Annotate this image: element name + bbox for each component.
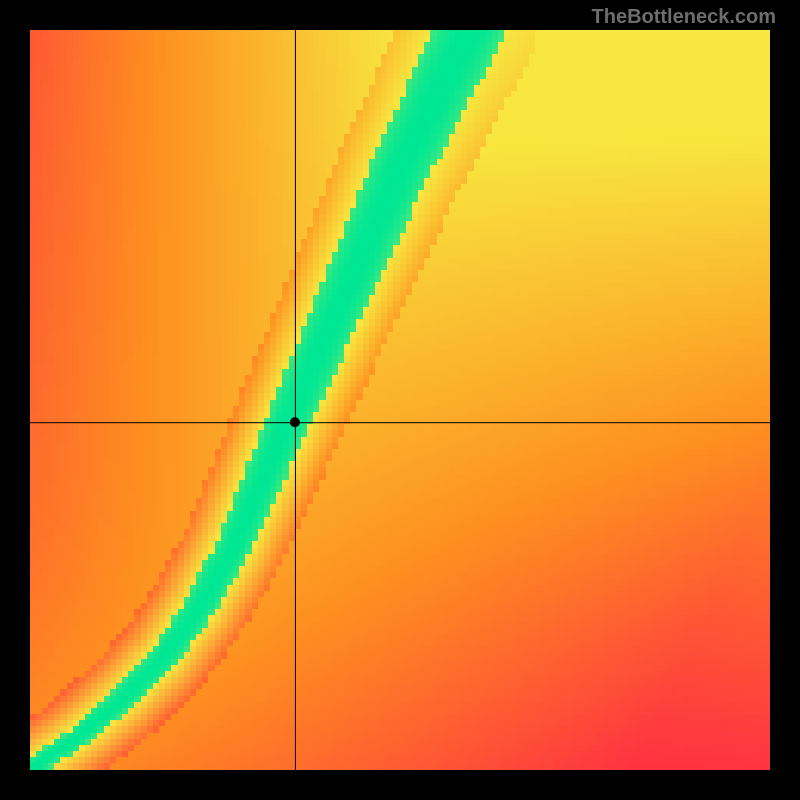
heatmap-plot xyxy=(30,30,770,770)
watermark-text: TheBottleneck.com xyxy=(592,6,776,29)
chart-container: TheBottleneck.com xyxy=(0,0,800,800)
